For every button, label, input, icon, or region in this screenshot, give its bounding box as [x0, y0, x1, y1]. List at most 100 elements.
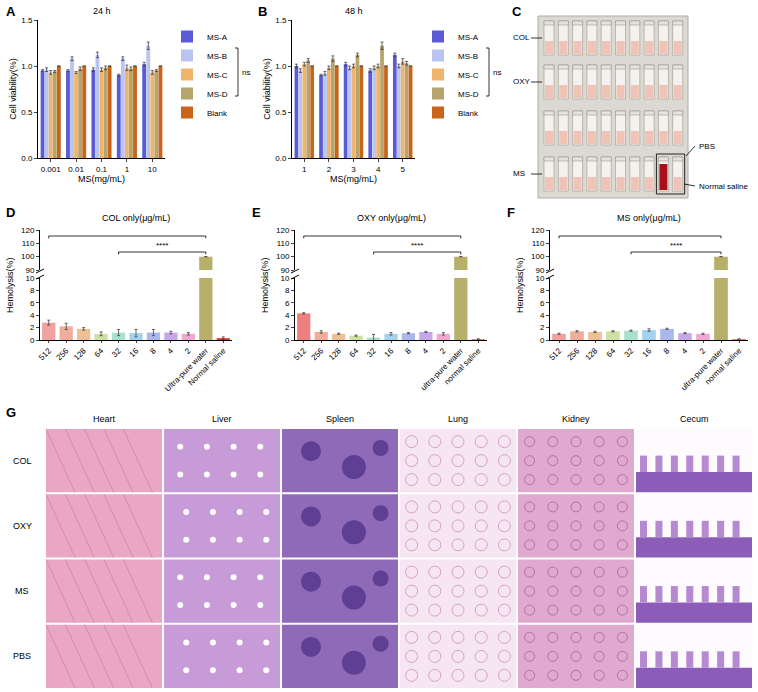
svg-text:MS(mg/mL): MS(mg/mL): [330, 174, 377, 184]
svg-text:Normal saline: Normal saline: [699, 182, 748, 191]
svg-text:4: 4: [285, 311, 290, 320]
svg-text:Blank: Blank: [207, 109, 228, 118]
svg-text:A: A: [6, 4, 16, 19]
svg-text:100: 100: [276, 252, 290, 261]
svg-text:10: 10: [535, 274, 544, 283]
svg-text:MS-B: MS-B: [207, 52, 227, 61]
svg-text:4: 4: [421, 346, 431, 356]
svg-text:0: 0: [540, 336, 545, 345]
svg-text:4: 4: [30, 311, 35, 320]
svg-text:24 h: 24 h: [93, 6, 111, 16]
svg-text:2: 2: [285, 323, 290, 332]
svg-text:4: 4: [166, 346, 176, 356]
svg-text:1: 1: [125, 165, 130, 174]
svg-text:0.01: 0.01: [68, 165, 84, 174]
svg-text:Normal saline: Normal saline: [187, 346, 228, 387]
svg-text:2: 2: [327, 165, 332, 174]
svg-text:10: 10: [280, 274, 289, 283]
svg-text:0.0: 0.0: [275, 154, 287, 163]
svg-text:2: 2: [183, 346, 193, 356]
svg-text:110: 110: [277, 239, 290, 248]
svg-text:110: 110: [22, 239, 35, 248]
svg-text:MS: MS: [15, 586, 29, 596]
svg-text:120: 120: [21, 226, 35, 235]
svg-text:D: D: [6, 205, 15, 220]
svg-text:Blank: Blank: [458, 109, 479, 118]
svg-text:1.0: 1.0: [21, 62, 33, 71]
svg-text:0.5: 0.5: [275, 108, 287, 117]
svg-text:MS-A: MS-A: [207, 33, 228, 42]
svg-text:64: 64: [605, 346, 618, 359]
svg-text:MS-B: MS-B: [458, 52, 478, 61]
svg-text:MS: MS: [513, 169, 525, 178]
svg-text:MS-D: MS-D: [207, 90, 228, 99]
svg-text:512: 512: [547, 346, 563, 362]
svg-text:110: 110: [532, 239, 545, 248]
svg-text:Lung: Lung: [448, 414, 468, 424]
svg-text:10: 10: [148, 165, 157, 174]
svg-text:0.0: 0.0: [21, 154, 33, 163]
svg-text:normal saline: normal saline: [443, 346, 483, 386]
svg-text:Ultra-pure water: Ultra-pure water: [163, 346, 210, 393]
svg-text:10: 10: [25, 274, 34, 283]
svg-text:8: 8: [540, 286, 545, 295]
svg-text:Hemolysis(%): Hemolysis(%): [515, 257, 525, 313]
svg-text:8: 8: [403, 346, 413, 356]
svg-text:COL only(μg/mL): COL only(μg/mL): [102, 213, 170, 223]
svg-text:G: G: [6, 405, 16, 420]
svg-text:ultra-pure water: ultra-pure water: [419, 346, 465, 392]
svg-text:MS-C: MS-C: [207, 71, 228, 80]
svg-text:6: 6: [540, 299, 545, 308]
svg-text:8: 8: [285, 286, 290, 295]
svg-text:E: E: [252, 205, 261, 220]
svg-text:ultra-pure water: ultra-pure water: [679, 346, 725, 392]
svg-text:6: 6: [285, 299, 290, 308]
svg-text:8: 8: [30, 286, 35, 295]
svg-text:120: 120: [531, 226, 545, 235]
svg-text:100: 100: [531, 252, 545, 261]
svg-text:48 h: 48 h: [345, 6, 363, 16]
svg-text:OXY: OXY: [513, 77, 531, 86]
svg-text:ns: ns: [242, 68, 250, 77]
svg-text:Cecum: Cecum: [680, 414, 709, 424]
svg-text:256: 256: [310, 346, 326, 362]
svg-text:2: 2: [30, 323, 35, 332]
svg-text:6: 6: [30, 299, 35, 308]
svg-text:16: 16: [641, 346, 654, 359]
svg-text:COL: COL: [513, 33, 530, 42]
svg-text:MS(mg/mL): MS(mg/mL): [78, 174, 125, 184]
svg-text:256: 256: [565, 346, 581, 362]
svg-text:Heart: Heart: [93, 414, 116, 424]
svg-text:16: 16: [383, 346, 396, 359]
svg-text:512: 512: [292, 346, 308, 362]
svg-text:90: 90: [535, 266, 544, 275]
svg-text:OXY: OXY: [13, 521, 32, 531]
svg-text:Liver: Liver: [212, 414, 232, 424]
svg-text:MS only(μg/mL): MS only(μg/mL): [617, 213, 681, 223]
svg-text:1.0: 1.0: [275, 62, 287, 71]
svg-text:5: 5: [400, 165, 405, 174]
svg-text:C: C: [512, 4, 522, 19]
svg-text:256: 256: [55, 346, 71, 362]
svg-text:PBS: PBS: [699, 142, 715, 151]
svg-text:PBS: PBS: [13, 651, 31, 661]
svg-text:0.1: 0.1: [96, 165, 108, 174]
svg-text:****: ****: [411, 241, 423, 250]
svg-text:0.001: 0.001: [41, 165, 62, 174]
svg-text:32: 32: [110, 346, 123, 359]
svg-text:100: 100: [21, 252, 35, 261]
svg-text:512: 512: [37, 346, 53, 362]
svg-text:Cell viability(%): Cell viability(%): [8, 58, 18, 120]
svg-text:1: 1: [302, 165, 307, 174]
svg-text:F: F: [507, 205, 515, 220]
svg-text:Hemolysis(%): Hemolysis(%): [260, 257, 270, 313]
svg-text:4: 4: [376, 165, 381, 174]
svg-text:64: 64: [348, 346, 361, 359]
svg-text:1.5: 1.5: [21, 16, 33, 25]
svg-text:0: 0: [285, 336, 290, 345]
svg-text:Hemolysis(%): Hemolysis(%): [5, 257, 15, 313]
svg-text:OXY only(μg/mL): OXY only(μg/mL): [357, 213, 426, 223]
svg-text:90: 90: [25, 266, 34, 275]
svg-text:2: 2: [438, 346, 448, 356]
svg-text:0.5: 0.5: [21, 108, 33, 117]
